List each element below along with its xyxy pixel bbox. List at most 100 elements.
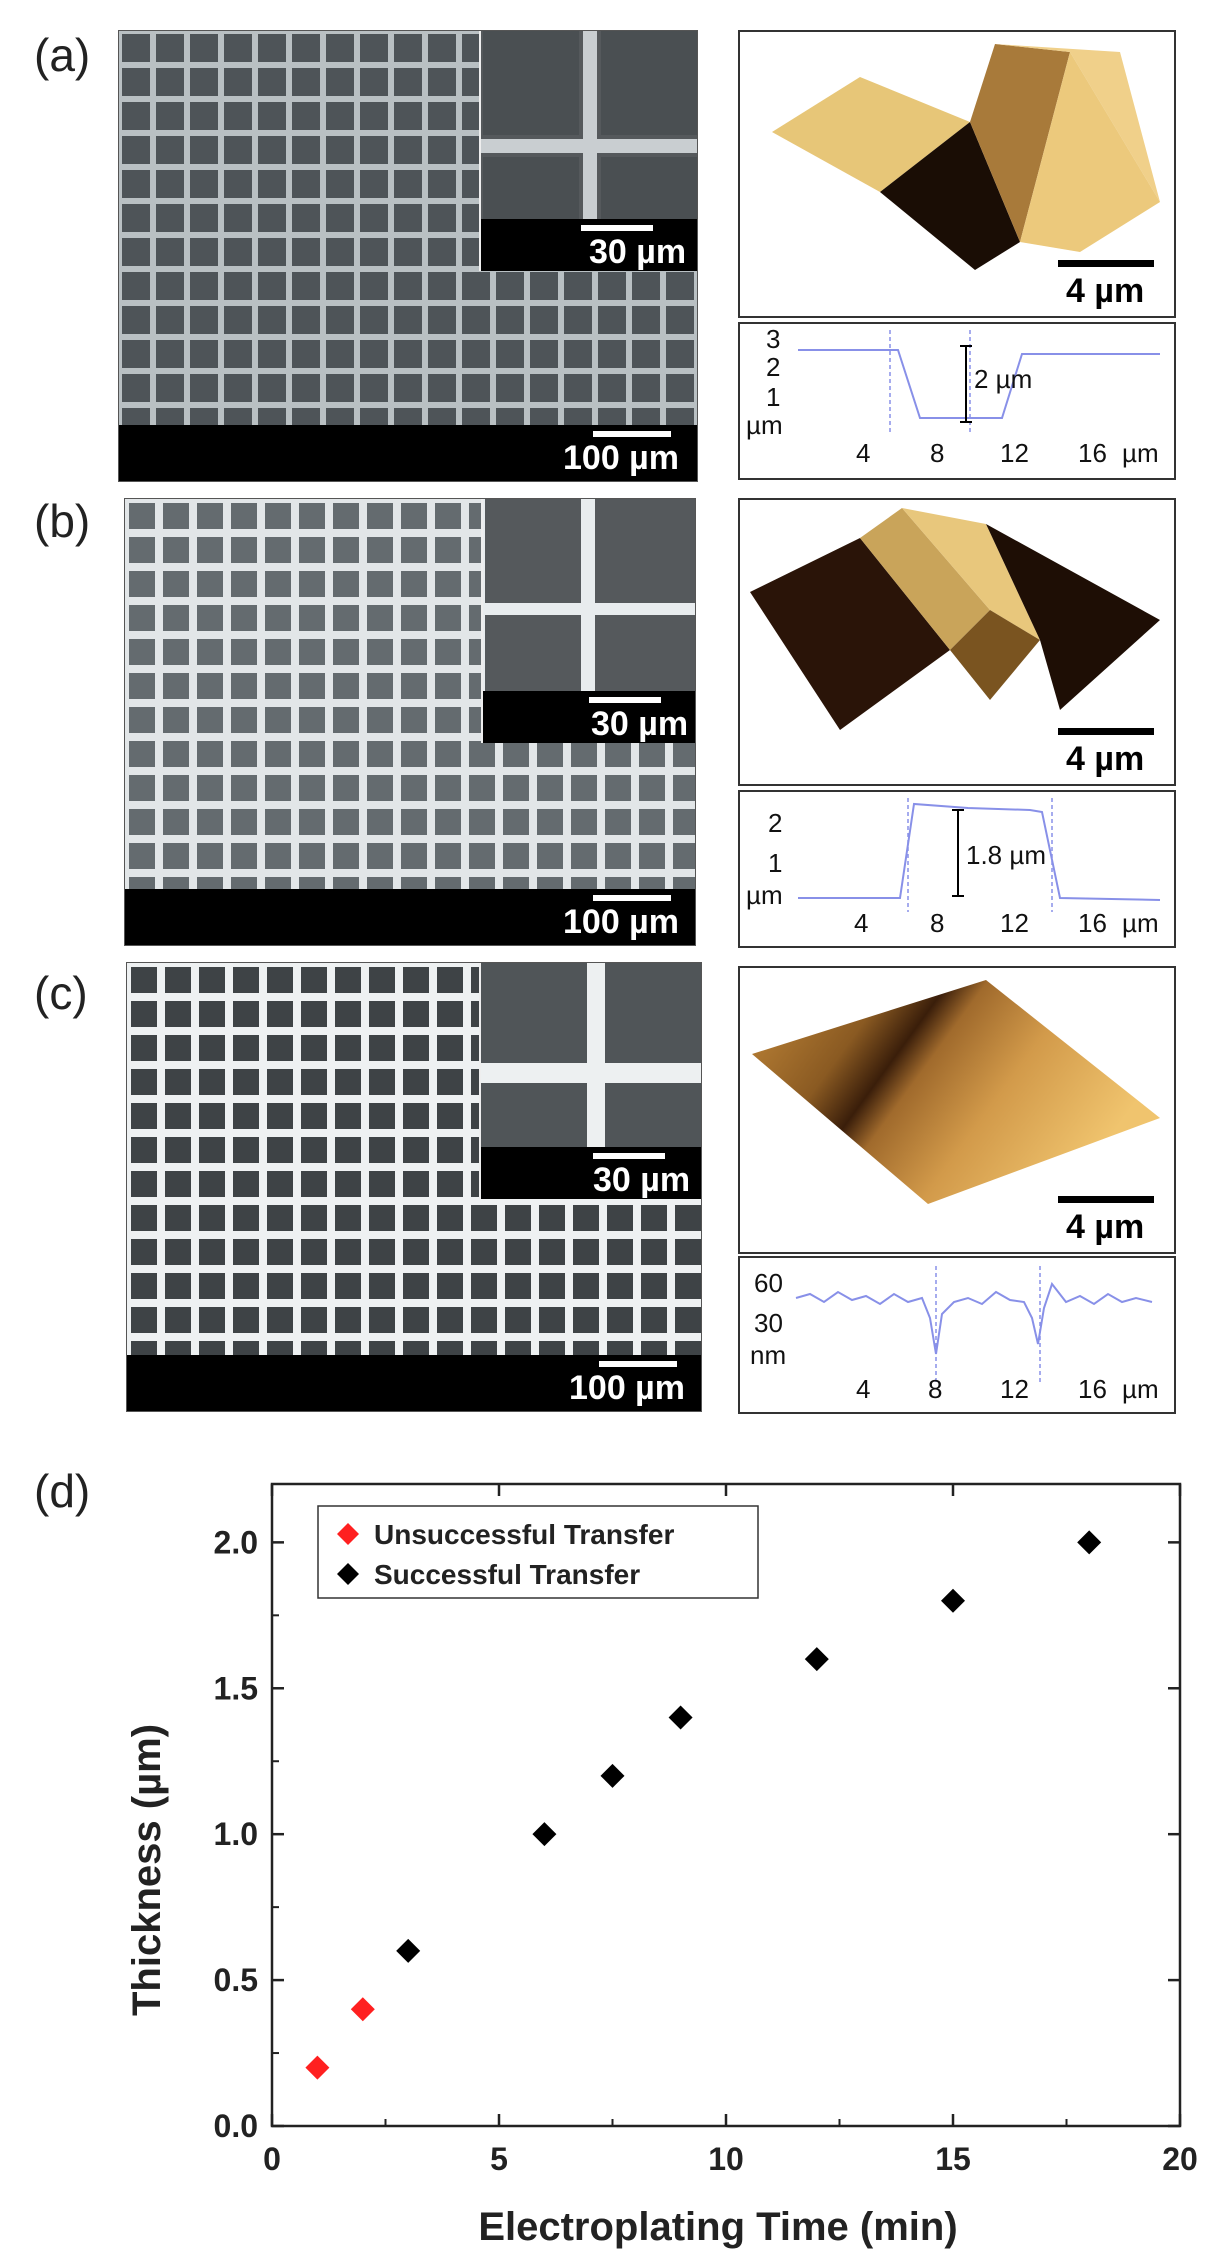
legend-label: Successful Transfer: [374, 1559, 640, 1590]
profile-b-xtick-0: 4: [854, 908, 869, 938]
inset-scale-text-c: 30 µm: [593, 1161, 691, 1199]
inset-scale-text-b: 30 µm: [591, 705, 689, 743]
legend-box: [317, 1505, 759, 1599]
afm-scale-text-c: 4 µm: [1066, 1208, 1145, 1246]
profile-c-ytick-0: 60: [754, 1268, 783, 1298]
profile-a-xtick-1: 8: [930, 438, 945, 468]
inset-image-c: 30 µm: [479, 963, 701, 1199]
afm-image-a: 4 µm: [738, 30, 1176, 318]
profile-b-ytick-0: 2: [768, 808, 783, 838]
profile-a: 3 2 1 µm 2 µm 4 8 12 16 µm: [738, 322, 1176, 480]
afm-render-a: [772, 44, 1160, 270]
sem-scale-line-b: [593, 895, 671, 901]
data-point-successful: [600, 1763, 625, 1788]
sem-scalebar-a: 100 µm: [119, 425, 697, 481]
y-tick-label: 1.0: [214, 1816, 258, 1852]
inset-scale-line-a: [581, 225, 653, 231]
afm-scale-line-c: [1058, 1196, 1154, 1203]
x-axis-label: Electroplating Time (min): [478, 2205, 957, 2249]
legend-marker: [337, 1563, 359, 1585]
afm-image-c: 4 µm: [738, 966, 1176, 1254]
sem-scale-text-b: 100 µm: [563, 903, 679, 941]
sem-image-a: 30 µm 100 µm: [118, 30, 698, 482]
y-axis-label: Thickness (µm): [125, 1724, 169, 2016]
inset-scalebar-b: 30 µm: [483, 691, 695, 743]
profile-b: 2 1 µm 1.8 µm 4 8 12 16 µm: [738, 790, 1176, 948]
panel-b-label: (b): [34, 495, 91, 547]
sem-scale-line-c: [599, 1361, 677, 1367]
profile-b-xunit: µm: [1122, 908, 1159, 938]
profile-a-xunit: µm: [1122, 438, 1159, 468]
profile-b-step-label: 1.8 µm: [966, 840, 1047, 870]
sem-scale-line-a: [593, 431, 671, 437]
sem-image-c: 30 µm 100 µm: [126, 962, 702, 1412]
profile-a-yunit: µm: [746, 410, 783, 440]
data-point-successful: [1077, 1530, 1102, 1555]
sem-scalebar-b: 100 µm: [125, 889, 695, 945]
profile-b-xtick-1: 8: [930, 908, 945, 938]
afm-render-b: [750, 508, 1160, 730]
profile-c-yunit: nm: [750, 1340, 787, 1370]
profile-c-xtick-0: 4: [856, 1374, 871, 1404]
legend-label: Unsuccessful Transfer: [374, 1519, 674, 1550]
afm-render-c: [752, 980, 1160, 1204]
thickness-chart-svg: 0 5 10 15 20 0.0 0.5 1.0 1.5 2.0 Unsuccessful Tr…: [125, 1482, 1198, 2249]
data-point-successful: [396, 1938, 421, 1963]
x-tick-label: 0: [263, 2141, 281, 2177]
sem-scale-text-c: 100 µm: [569, 1369, 685, 1407]
afm-scale-text-a: 4 µm: [1066, 272, 1145, 310]
profile-c-xtick-3: 16: [1078, 1374, 1107, 1404]
panel-c-label: (c): [34, 967, 88, 1019]
sem-image-b: 30 µm 100 µm: [124, 498, 696, 946]
inset-scale-line-c: [593, 1153, 665, 1159]
profile-c-xtick-2: 12: [1000, 1374, 1029, 1404]
data-point-unsuccessful: [350, 1997, 375, 2022]
profile-plot-c: [795, 1266, 1153, 1382]
thickness-chart: 0 5 10 15 20 0.0 0.5 1.0 1.5 2.0 Unsuccessful Tr…: [0, 1440, 1206, 2258]
profile-a-ytick-1: 2: [766, 352, 781, 382]
y-tick-label: 2.0: [214, 1524, 258, 1560]
inset-scale-text-a: 30 µm: [589, 233, 687, 271]
data-point-successful: [532, 1822, 557, 1847]
y-tick-label: 0.5: [214, 1962, 258, 1998]
x-tick-label: 15: [935, 2141, 971, 2177]
sem-scalebar-c: 100 µm: [127, 1355, 701, 1411]
y-tick-label: 0.0: [214, 2108, 258, 2144]
profile-a-ytick-2: 1: [766, 382, 781, 412]
x-tick-label: 10: [708, 2141, 744, 2177]
profile-b-xtick-2: 12: [1000, 908, 1029, 938]
panel-d-label: (d): [34, 1465, 91, 1517]
profile-c: 60 30 nm 4 8 12 16 µm: [738, 1256, 1176, 1414]
sem-scale-text-a: 100 µm: [563, 439, 679, 477]
inset-image-a: 30 µm: [479, 31, 697, 271]
profile-c-xtick-1: 8: [928, 1374, 943, 1404]
afm-image-b: 4 µm: [738, 498, 1176, 786]
afm-scale-line-b: [1058, 728, 1154, 735]
data-point-successful: [941, 1588, 965, 1613]
profile-a-xtick-2: 12: [1000, 438, 1029, 468]
legend-marker: [337, 1523, 359, 1545]
inset-scalebar-a: 30 µm: [481, 219, 697, 271]
inset-scalebar-c: 30 µm: [481, 1147, 701, 1199]
inset-image-b: 30 µm: [481, 499, 695, 743]
data-point-unsuccessful: [305, 2055, 330, 2080]
data-point-successful: [668, 1705, 693, 1730]
profile-a-step-label: 2 µm: [974, 364, 1033, 394]
profile-plot-b: [798, 798, 1161, 912]
y-tick-label: 1.5: [214, 1670, 258, 1706]
profile-a-xtick-0: 4: [856, 438, 871, 468]
profile-c-xunit: µm: [1122, 1374, 1159, 1404]
afm-scale-text-b: 4 µm: [1066, 740, 1145, 778]
profile-a-xtick-3: 16: [1078, 438, 1107, 468]
profile-plot-a: [798, 330, 1160, 434]
profile-c-ytick-1: 30: [754, 1308, 783, 1338]
profile-b-yunit: µm: [746, 880, 783, 910]
afm-scale-line-a: [1058, 260, 1154, 267]
profile-b-ytick-1: 1: [768, 848, 783, 878]
inset-scale-line-b: [589, 697, 661, 703]
x-tick-label: 20: [1162, 2141, 1198, 2177]
panel-a-label: (a): [34, 29, 91, 81]
x-tick-label: 5: [490, 2141, 508, 2177]
data-point-successful: [804, 1647, 829, 1672]
profile-a-ytick-0: 3: [766, 324, 781, 354]
